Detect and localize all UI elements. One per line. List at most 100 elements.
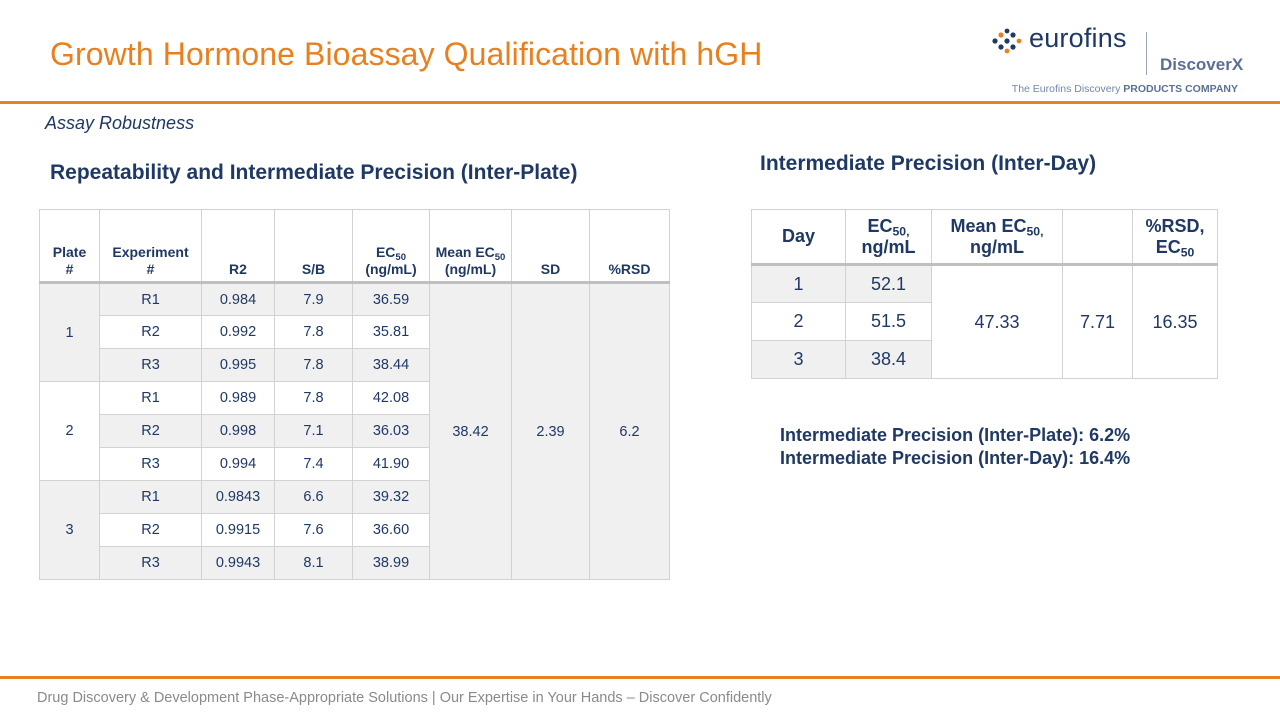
table-row: 2 51.5 bbox=[751, 302, 1218, 341]
logo-tagline-bold: PRODUCTS COMPANY bbox=[1123, 83, 1238, 95]
ec50-cell: 41.90 bbox=[352, 447, 430, 481]
r2-cell: 0.984 bbox=[201, 282, 275, 316]
table-row: R3 0.995 7.8 38.44 bbox=[40, 348, 670, 382]
footer-rule bbox=[0, 676, 1280, 679]
table-row: 2 R1 0.989 7.8 42.08 bbox=[39, 381, 670, 481]
table-row: R2 0.9915 7.6 36.60 bbox=[40, 513, 670, 547]
logo-tagline: The Eurofins Discovery PRODUCTS COMPANY bbox=[1012, 83, 1238, 95]
plate-cell: 3 bbox=[39, 480, 100, 580]
ec50-cell: 51.5 bbox=[845, 302, 932, 341]
ec50-cell: 42.08 bbox=[352, 381, 430, 415]
ec50-cell: 52.1 bbox=[845, 264, 932, 303]
ec50-header-label: EC bbox=[867, 215, 893, 236]
plate-header-line2: # bbox=[65, 261, 74, 277]
mean-ec50-cell: 47.33 bbox=[931, 264, 1063, 379]
ec50-header: EC50 (ng/mL) bbox=[352, 209, 430, 284]
ec50-header: EC50, ng/mL bbox=[845, 209, 932, 266]
ec50-cell: 38.99 bbox=[352, 546, 430, 580]
sb-cell: 7.9 bbox=[274, 282, 353, 316]
table-row: R3 0.994 7.4 41.90 bbox=[40, 447, 670, 481]
title-underline bbox=[0, 101, 1280, 104]
logo-subbrand: DiscoverX bbox=[1160, 55, 1244, 74]
r2-cell: 0.992 bbox=[201, 315, 275, 349]
mean-ec50-header-subscript: 50, bbox=[1026, 224, 1044, 239]
rsd-header-subscript: 50 bbox=[1180, 245, 1195, 260]
table-row: 3 R1 0.9843 6.6 39.32 bbox=[39, 480, 670, 580]
rsd-header: %RSD bbox=[589, 209, 670, 284]
day-cell: 1 bbox=[751, 264, 846, 303]
section-label: Assay Robustness bbox=[45, 113, 195, 133]
ec50-header-subscript: 50 bbox=[395, 251, 407, 263]
experiment-cell: R3 bbox=[99, 546, 202, 580]
mean-ec50-header-subscript: 50 bbox=[494, 251, 506, 263]
sb-cell: 7.1 bbox=[274, 414, 353, 448]
ec50-header-unit: ng/mL bbox=[861, 236, 916, 257]
plate-header-line1: Plate bbox=[52, 244, 87, 260]
eurofins-discoverx-logo: eurofins DiscoverX The Eurofins Discover… bbox=[985, 22, 1245, 100]
r2-header: R2 bbox=[201, 209, 275, 284]
sb-cell: 7.8 bbox=[274, 315, 353, 349]
sb-header: S/B bbox=[274, 209, 353, 284]
mean-ec50-header-label: Mean EC bbox=[950, 215, 1027, 236]
day-header: Day bbox=[751, 209, 846, 266]
sd-cell: 2.39 bbox=[511, 282, 590, 580]
logo-wordmark: eurofins bbox=[1029, 23, 1127, 53]
r2-cell: 0.9915 bbox=[201, 513, 275, 547]
rsd-cell: 6.2 bbox=[589, 282, 670, 580]
experiment-header-line2: # bbox=[146, 261, 155, 277]
plate-cell: 2 bbox=[39, 381, 100, 481]
sb-cell: 6.6 bbox=[274, 480, 353, 514]
precision-summary: Intermediate Precision (Inter-Plate): 6.… bbox=[780, 424, 1130, 470]
rsd-header: %RSD, EC50 bbox=[1132, 209, 1218, 266]
ec50-header-label: EC bbox=[375, 244, 396, 260]
experiment-cell: R1 bbox=[99, 480, 202, 514]
r2-cell: 0.994 bbox=[201, 447, 275, 481]
sb-cell: 7.8 bbox=[274, 348, 353, 382]
ec50-cell: 36.59 bbox=[352, 282, 430, 316]
mean-ec50-header-unit: (ng/mL) bbox=[444, 261, 497, 277]
inter-plate-table: Plate # Experiment # R2 S/B EC50 (ng/mL) Me… bbox=[39, 209, 670, 580]
table-header-row: Plate # Experiment # R2 S/B EC50 (ng/mL) Me… bbox=[39, 209, 670, 284]
table-row: R3 0.9943 8.1 38.99 bbox=[40, 546, 670, 580]
inter-day-summary: Intermediate Precision (Inter-Day): 16.4… bbox=[780, 448, 1131, 468]
r2-cell: 0.998 bbox=[201, 414, 275, 448]
ec50-cell: 36.03 bbox=[352, 414, 430, 448]
rsd-header-label: %RSD, bbox=[1145, 215, 1205, 236]
r2-cell: 0.9843 bbox=[201, 480, 275, 514]
experiment-cell: R2 bbox=[99, 414, 202, 448]
experiment-cell: R1 bbox=[99, 381, 202, 415]
experiment-cell: R1 bbox=[99, 282, 202, 316]
rsd-cell: 16.35 bbox=[1132, 264, 1218, 379]
table-row: 1 R1 0.984 7.9 36.59 38.42 2.39 6.2 bbox=[39, 282, 670, 580]
sd-cell: 7.71 bbox=[1062, 264, 1133, 379]
inter-day-table: Day EC50, ng/mL Mean EC50, ng/mL %RSD, EC50… bbox=[751, 209, 1218, 379]
sd-header bbox=[1062, 209, 1133, 266]
experiment-cell: R3 bbox=[99, 348, 202, 382]
ec50-header-unit: (ng/mL) bbox=[365, 261, 417, 277]
ec50-cell: 36.60 bbox=[352, 513, 430, 547]
sb-cell: 7.8 bbox=[274, 381, 353, 415]
eurofins-dots-icon bbox=[992, 28, 1022, 54]
experiment-header-line1: Experiment bbox=[112, 244, 189, 260]
day-cell: 3 bbox=[751, 340, 846, 379]
footer-text: Drug Discovery & Development Phase-Appro… bbox=[37, 690, 772, 706]
logo-tagline-prefix: The Eurofins Discovery bbox=[1011, 83, 1124, 95]
mean-ec50-header: Mean EC50, ng/mL bbox=[931, 209, 1063, 266]
sb-cell: 7.4 bbox=[274, 447, 353, 481]
inter-plate-heading: Repeatability and Intermediate Precision… bbox=[50, 161, 578, 184]
experiment-cell: R3 bbox=[99, 447, 202, 481]
plate-cell: 1 bbox=[39, 282, 100, 382]
mean-ec50-header-label: Mean EC bbox=[435, 244, 495, 260]
sb-cell: 8.1 bbox=[274, 546, 353, 580]
mean-ec50-cell: 38.42 bbox=[429, 282, 512, 580]
ec50-header-subscript: 50, bbox=[892, 224, 910, 239]
r2-cell: 0.989 bbox=[201, 381, 275, 415]
ec50-cell: 35.81 bbox=[352, 315, 430, 349]
experiment-cell: R2 bbox=[99, 513, 202, 547]
ec50-cell: 38.4 bbox=[845, 340, 932, 379]
logo-divider bbox=[1146, 32, 1147, 75]
table-row: R2 0.992 7.8 35.81 bbox=[40, 315, 670, 349]
slide-title: Growth Hormone Bioassay Qualification wi… bbox=[50, 36, 763, 72]
sb-cell: 7.6 bbox=[274, 513, 353, 547]
mean-ec50-header-unit: ng/mL bbox=[970, 236, 1024, 257]
